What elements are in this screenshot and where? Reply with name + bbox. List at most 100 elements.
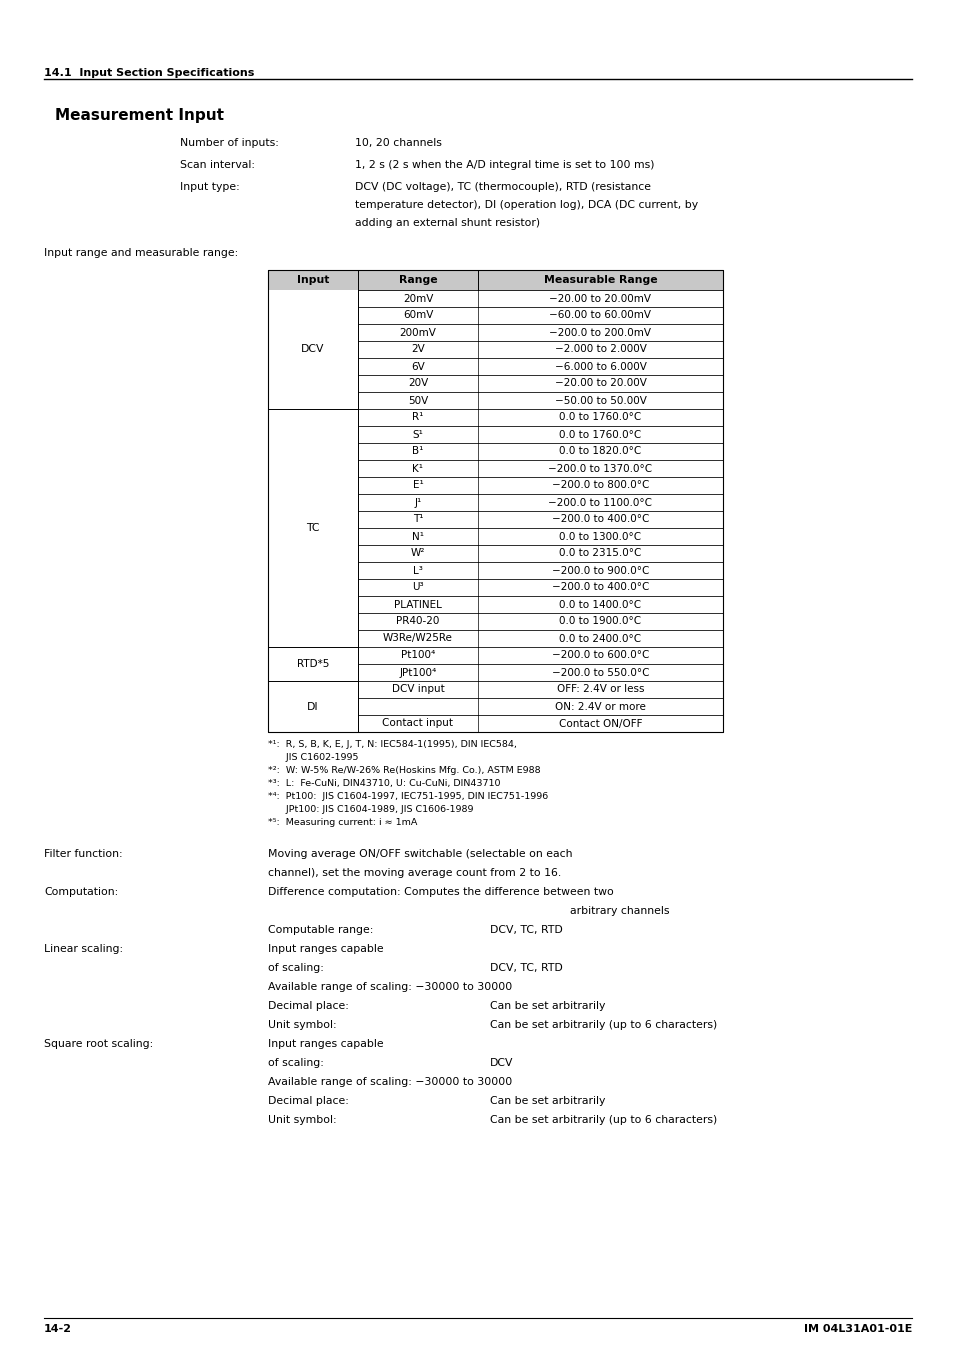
Text: Unit symbol:: Unit symbol: — [268, 1115, 336, 1125]
Text: Input range and measurable range:: Input range and measurable range: — [44, 249, 238, 258]
Text: 60mV: 60mV — [402, 311, 433, 320]
Text: 0.0 to 1820.0°C: 0.0 to 1820.0°C — [558, 446, 641, 457]
Bar — [268, 290, 357, 409]
Bar — [268, 426, 722, 443]
Text: temperature detector), DI (operation log), DCA (DC current, by: temperature detector), DI (operation log… — [355, 200, 698, 209]
Text: DCV, TC, RTD: DCV, TC, RTD — [490, 963, 562, 973]
Text: DCV: DCV — [301, 345, 324, 354]
Text: 14-2: 14-2 — [44, 1324, 71, 1333]
Bar — [268, 698, 722, 715]
Text: PLATINEL: PLATINEL — [394, 600, 441, 609]
Text: Filter function:: Filter function: — [44, 848, 123, 859]
Text: Available range of scaling: −30000 to 30000: Available range of scaling: −30000 to 30… — [268, 982, 512, 992]
Text: −200.0 to 600.0°C: −200.0 to 600.0°C — [551, 650, 648, 661]
Text: of scaling:: of scaling: — [268, 1058, 323, 1069]
Bar — [268, 270, 722, 732]
Bar — [268, 307, 722, 324]
Text: N¹: N¹ — [412, 531, 423, 542]
Text: W3Re/W25Re: W3Re/W25Re — [383, 634, 453, 643]
Text: 20V: 20V — [408, 378, 428, 389]
Text: Computable range:: Computable range: — [268, 925, 373, 935]
Text: of scaling:: of scaling: — [268, 963, 323, 973]
Text: TC: TC — [306, 523, 319, 534]
Bar — [268, 409, 357, 647]
Text: 6V: 6V — [411, 362, 424, 372]
Text: Scan interval:: Scan interval: — [180, 159, 254, 170]
Bar — [268, 580, 722, 596]
Text: *²:  W: W-5% Re/W-26% Re(Hoskins Mfg. Co.), ASTM E988: *²: W: W-5% Re/W-26% Re(Hoskins Mfg. Co.… — [268, 766, 540, 775]
Text: U³: U³ — [412, 582, 423, 593]
Text: Can be set arbitrarily (up to 6 characters): Can be set arbitrarily (up to 6 characte… — [490, 1115, 717, 1125]
Text: Contact input: Contact input — [382, 719, 453, 728]
Text: Moving average ON/OFF switchable (selectable on each: Moving average ON/OFF switchable (select… — [268, 848, 572, 859]
Text: 14.1  Input Section Specifications: 14.1 Input Section Specifications — [44, 68, 254, 78]
Bar — [268, 596, 722, 613]
Bar — [268, 630, 722, 647]
Bar — [268, 358, 722, 376]
Text: W²: W² — [411, 549, 425, 558]
Bar — [268, 511, 722, 528]
Bar — [268, 290, 722, 307]
Text: 0.0 to 2315.0°C: 0.0 to 2315.0°C — [558, 549, 641, 558]
Text: 0.0 to 1900.0°C: 0.0 to 1900.0°C — [558, 616, 640, 627]
Text: JIS C1602-1995: JIS C1602-1995 — [268, 753, 358, 762]
Text: Difference computation: Computes the difference between two: Difference computation: Computes the dif… — [268, 888, 613, 897]
Bar — [268, 715, 722, 732]
Bar — [268, 663, 722, 681]
Text: 2V: 2V — [411, 345, 424, 354]
Bar — [268, 443, 722, 459]
Text: −20.00 to 20.00V: −20.00 to 20.00V — [554, 378, 646, 389]
Text: Computation:: Computation: — [44, 888, 118, 897]
Bar — [268, 409, 722, 426]
Text: −200.0 to 400.0°C: −200.0 to 400.0°C — [551, 582, 648, 593]
Text: DCV input: DCV input — [392, 685, 444, 694]
Text: −50.00 to 50.00V: −50.00 to 50.00V — [554, 396, 646, 405]
Text: DI: DI — [307, 701, 318, 712]
Text: JPt100: JIS C1604-1989, JIS C1606-1989: JPt100: JIS C1604-1989, JIS C1606-1989 — [268, 805, 473, 815]
Text: Can be set arbitrarily: Can be set arbitrarily — [490, 1096, 605, 1106]
Text: −6.000 to 6.000V: −6.000 to 6.000V — [554, 362, 646, 372]
Bar — [268, 494, 722, 511]
Bar — [268, 392, 722, 409]
Text: −60.00 to 60.00mV: −60.00 to 60.00mV — [549, 311, 651, 320]
Text: K¹: K¹ — [412, 463, 423, 473]
Bar — [268, 681, 357, 732]
Text: 0.0 to 1760.0°C: 0.0 to 1760.0°C — [558, 412, 641, 423]
Bar — [268, 270, 722, 290]
Text: OFF: 2.4V or less: OFF: 2.4V or less — [557, 685, 643, 694]
Text: ON: 2.4V or more: ON: 2.4V or more — [555, 701, 645, 712]
Text: 50V: 50V — [408, 396, 428, 405]
Bar — [268, 340, 722, 358]
Bar — [268, 477, 722, 494]
Text: 200mV: 200mV — [399, 327, 436, 338]
Text: −200.0 to 900.0°C: −200.0 to 900.0°C — [551, 566, 648, 576]
Bar — [268, 544, 722, 562]
Text: B¹: B¹ — [412, 446, 423, 457]
Text: arbitrary channels: arbitrary channels — [570, 907, 669, 916]
Text: Contact ON/OFF: Contact ON/OFF — [558, 719, 641, 728]
Text: IM 04L31A01-01E: IM 04L31A01-01E — [802, 1324, 911, 1333]
Text: −200.0 to 200.0mV: −200.0 to 200.0mV — [549, 327, 651, 338]
Text: −2.000 to 2.000V: −2.000 to 2.000V — [554, 345, 646, 354]
Text: Decimal place:: Decimal place: — [268, 1001, 349, 1011]
Text: 0.0 to 1400.0°C: 0.0 to 1400.0°C — [558, 600, 640, 609]
Text: Can be set arbitrarily: Can be set arbitrarily — [490, 1001, 605, 1011]
Text: Measurable Range: Measurable Range — [543, 276, 657, 285]
Text: Can be set arbitrarily (up to 6 characters): Can be set arbitrarily (up to 6 characte… — [490, 1020, 717, 1029]
Text: R¹: R¹ — [412, 412, 423, 423]
Text: 10, 20 channels: 10, 20 channels — [355, 138, 441, 149]
Bar — [268, 459, 722, 477]
Text: *⁵:  Measuring current: i ≈ 1mA: *⁵: Measuring current: i ≈ 1mA — [268, 817, 416, 827]
Text: −200.0 to 800.0°C: −200.0 to 800.0°C — [551, 481, 648, 490]
Text: 20mV: 20mV — [402, 293, 433, 304]
Text: 0.0 to 1300.0°C: 0.0 to 1300.0°C — [558, 531, 640, 542]
Bar — [268, 647, 357, 681]
Text: −200.0 to 1370.0°C: −200.0 to 1370.0°C — [548, 463, 652, 473]
Text: 1, 2 s (2 s when the A/D integral time is set to 100 ms): 1, 2 s (2 s when the A/D integral time i… — [355, 159, 654, 170]
Bar — [268, 528, 722, 544]
Text: *¹:  R, S, B, K, E, J, T, N: IEC584-1(1995), DIN IEC584,: *¹: R, S, B, K, E, J, T, N: IEC584-1(199… — [268, 740, 517, 748]
Text: adding an external shunt resistor): adding an external shunt resistor) — [355, 218, 539, 228]
Bar — [268, 613, 722, 630]
Text: L³: L³ — [413, 566, 422, 576]
Text: Decimal place:: Decimal place: — [268, 1096, 349, 1106]
